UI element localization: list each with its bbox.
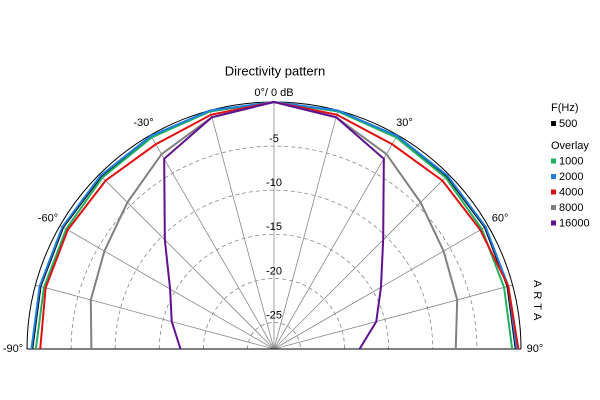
legend-swatch	[551, 174, 556, 179]
theta-tick-label: -30°	[133, 117, 153, 129]
legend-label: 8000	[559, 202, 583, 214]
ring-grid-line	[70, 145, 478, 350]
radial-grid-line	[150, 134, 275, 350]
theta-tick-label: 60°	[492, 212, 509, 224]
radial-grid-line	[99, 174, 275, 350]
r-tick-label: -20	[266, 265, 282, 277]
radial-grid-line	[59, 225, 275, 350]
legend-swatch	[551, 121, 556, 126]
legend-label: 1000	[559, 155, 583, 167]
radial-grid-line	[209, 110, 275, 350]
top-label: 0°/ 0 dB	[254, 87, 293, 99]
radial-grid-line	[35, 284, 275, 350]
theta-tick-label: 90°	[527, 343, 544, 355]
theta-tick-label: -90°	[3, 343, 23, 355]
radial-grid-line	[273, 174, 449, 350]
theta-tick-label: -60°	[38, 212, 58, 224]
legend-subtitle: Overlay	[551, 140, 589, 152]
r-tick-label: -15	[266, 221, 282, 233]
legend-swatch	[551, 189, 556, 195]
legend-label: 2000	[559, 171, 583, 183]
side-label: ARTA	[531, 280, 543, 324]
r-tick-label: -25	[266, 309, 282, 321]
legend-label: 16000	[559, 217, 590, 229]
chart-title: Directivity pattern	[225, 63, 325, 78]
radial-grid-line	[273, 134, 398, 350]
legend-swatch	[551, 220, 556, 226]
ring-grid-line	[114, 189, 434, 350]
radial-grid-line	[273, 284, 513, 350]
theta-tick-label: 30°	[396, 117, 413, 129]
radial-grid-line	[273, 110, 339, 350]
r-tick-label: -5	[269, 133, 279, 145]
series-line	[163, 100, 385, 350]
r-tick-label: -10	[266, 177, 282, 189]
legend-swatch	[551, 158, 556, 164]
legend-swatch	[551, 205, 556, 210]
ring-grid-line	[247, 322, 301, 350]
legend-title: F(Hz)	[551, 102, 579, 114]
legend-label: 500	[559, 118, 577, 130]
legend-label: 4000	[559, 186, 583, 198]
